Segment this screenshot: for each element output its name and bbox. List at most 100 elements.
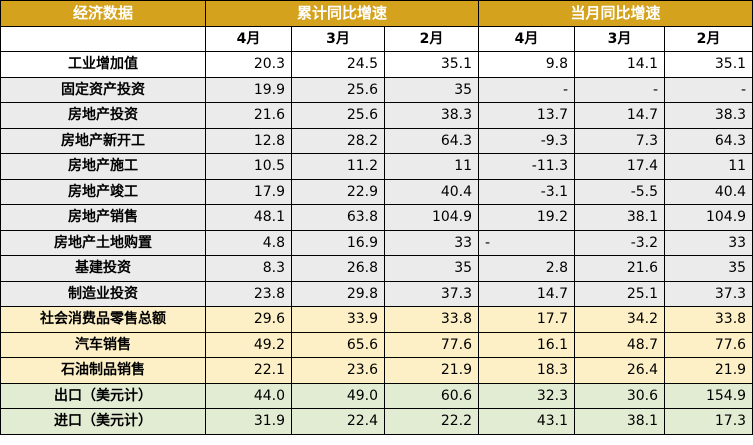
table-row: 进口（美元计） 31.9 22.4 22.2 43.1 38.1 17.3 bbox=[0, 408, 753, 435]
table-row: 工业增加值 20.3 24.5 35.1 9.8 14.1 35.1 bbox=[0, 51, 753, 78]
header-group-monthly: 当月同比增速 bbox=[478, 0, 753, 27]
header-row-groups: 经济数据 累计同比增速 当月同比增速 bbox=[0, 0, 753, 27]
table-row: 制造业投资 23.8 29.8 37.3 14.7 25.1 37.3 bbox=[0, 280, 753, 307]
value-cell: - bbox=[478, 229, 576, 256]
month-header: 2月 bbox=[664, 25, 753, 52]
value-cell: -9.3 bbox=[478, 127, 576, 154]
value-cell: 22.1 bbox=[205, 357, 292, 384]
value-cell: 77.6 bbox=[383, 331, 480, 358]
value-cell: 40.4 bbox=[383, 178, 480, 205]
row-label: 房地产施工 bbox=[0, 153, 206, 180]
header-row-months: 4月 3月 2月 4月 3月 2月 bbox=[0, 25, 753, 52]
month-header: 3月 bbox=[574, 25, 666, 52]
table-row: 房地产土地购置 4.8 16.9 33- -3.2 33 bbox=[0, 229, 753, 256]
value-cell: 104.9 bbox=[383, 204, 480, 231]
header-title: 经济数据 bbox=[0, 0, 206, 27]
value-cell: 31.9 bbox=[205, 408, 292, 435]
row-label: 房地产销售 bbox=[0, 204, 206, 231]
value-cell: 8.3 bbox=[205, 255, 292, 282]
value-cell: 37.3 bbox=[664, 280, 753, 307]
value-cell: 154.9 bbox=[664, 382, 753, 409]
value-cell: 48.1 bbox=[205, 204, 292, 231]
value-cell: 20.3 bbox=[205, 51, 292, 78]
value-cell: 16.9 bbox=[291, 229, 385, 256]
value-cell: 33.8 bbox=[383, 306, 480, 333]
value-cell: 104.9 bbox=[664, 204, 753, 231]
value-cell: 11 bbox=[664, 153, 753, 180]
value-cell: 49.2 bbox=[205, 331, 292, 358]
value-cell: 17.3 bbox=[664, 408, 753, 435]
value-cell: 33 bbox=[664, 229, 753, 256]
value-cell: -3.2 bbox=[574, 229, 666, 256]
value-cell: 48.7 bbox=[574, 331, 666, 358]
row-label: 房地产新开工 bbox=[0, 127, 206, 154]
value-cell: 17.9 bbox=[205, 178, 292, 205]
value-cell: 18.3 bbox=[478, 357, 576, 384]
value-cell: 22.2 bbox=[383, 408, 480, 435]
value-cell: - bbox=[664, 76, 753, 103]
value-cell: 23.8 bbox=[205, 280, 292, 307]
value-cell: 29.6 bbox=[205, 306, 292, 333]
value-cell: 38.3 bbox=[664, 102, 753, 129]
value-cell: 32.3 bbox=[478, 382, 576, 409]
value-cell: 9.8 bbox=[478, 51, 576, 78]
value-cell: 19.9 bbox=[205, 76, 292, 103]
economic-data-table: 经济数据 累计同比增速 当月同比增速 4月 3月 2月 4月 3月 2月 工业增… bbox=[0, 0, 753, 435]
value-cell: 77.6 bbox=[664, 331, 753, 358]
row-label: 工业增加值 bbox=[0, 51, 206, 78]
value-cell: 14.7 bbox=[478, 280, 576, 307]
table-row: 石油制品销售 22.1 23.6 21.9 18.3 26.4 21.9 bbox=[0, 357, 753, 384]
value-cell: 33.8 bbox=[664, 306, 753, 333]
table-row: 房地产销售 48.1 63.8 104.9 19.2 38.1 104.9 bbox=[0, 204, 753, 231]
header-group-cumulative: 累计同比增速 bbox=[204, 0, 480, 27]
value-cell: 4.8 bbox=[205, 229, 292, 256]
value-cell: 17.4 bbox=[574, 153, 666, 180]
value-cell: 24.5 bbox=[291, 51, 385, 78]
value-cell: 14.1 bbox=[574, 51, 666, 78]
value-cell: 25.6 bbox=[291, 76, 385, 103]
value-cell: 64.3 bbox=[383, 127, 480, 154]
table-row: 房地产新开工 12.8 28.2 64.3 -9.3 7.3 64.3 bbox=[0, 127, 753, 154]
value-cell: 25.1 bbox=[574, 280, 666, 307]
row-label: 进口（美元计） bbox=[0, 408, 206, 435]
value-cell: 65.6 bbox=[291, 331, 385, 358]
value-cell: 17.7 bbox=[478, 306, 576, 333]
value-cell: 23.6 bbox=[291, 357, 385, 384]
row-label: 房地产竣工 bbox=[0, 178, 206, 205]
value-cell: 14.7 bbox=[574, 102, 666, 129]
value-cell: -3.1 bbox=[478, 178, 576, 205]
value-cell: 38.3 bbox=[383, 102, 480, 129]
value-cell: 21.6 bbox=[205, 102, 292, 129]
month-header: 3月 bbox=[291, 25, 385, 52]
row-label: 出口（美元计） bbox=[0, 382, 206, 409]
value-cell: - bbox=[574, 76, 666, 103]
table-row: 出口（美元计） 44.0 49.0 60.6 32.3 30.6 154.9 bbox=[0, 382, 753, 409]
value-cell: 35 bbox=[664, 255, 753, 282]
value-cell: 44.0 bbox=[205, 382, 292, 409]
table-row: 房地产投资 21.6 25.6 38.3 13.7 14.7 38.3 bbox=[0, 102, 753, 129]
month-header: 4月 bbox=[205, 25, 292, 52]
value-cell: 37.3 bbox=[383, 280, 480, 307]
value-cell: 26.4 bbox=[574, 357, 666, 384]
value-cell: 21.9 bbox=[383, 357, 480, 384]
value-cell: 11 bbox=[383, 153, 480, 180]
value-cell: 63.8 bbox=[291, 204, 385, 231]
value-cell: 22.4 bbox=[291, 408, 385, 435]
table-row: 基建投资 8.3 26.8 35 2.8 21.6 35 bbox=[0, 255, 753, 282]
value-cell: 13.7 bbox=[478, 102, 576, 129]
row-label: 制造业投资 bbox=[0, 280, 206, 307]
month-header: 2月 bbox=[383, 25, 480, 52]
value-cell: 29.8 bbox=[291, 280, 385, 307]
value-cell: 12.8 bbox=[205, 127, 292, 154]
row-label: 社会消费品零售总额 bbox=[0, 306, 206, 333]
table-row: 固定资产投资 19.9 25.6 35- - - bbox=[0, 76, 753, 103]
header-blank-cell bbox=[0, 25, 206, 52]
value-cell: - bbox=[478, 76, 576, 103]
value-cell: 35 bbox=[383, 76, 480, 103]
row-label: 石油制品销售 bbox=[0, 357, 206, 384]
row-label: 固定资产投资 bbox=[0, 76, 206, 103]
row-label: 汽车销售 bbox=[0, 331, 206, 358]
table-row: 房地产施工 10.5 11.2 11 -11.3 17.4 11 bbox=[0, 153, 753, 180]
value-cell: 10.5 bbox=[205, 153, 292, 180]
value-cell: 64.3 bbox=[664, 127, 753, 154]
